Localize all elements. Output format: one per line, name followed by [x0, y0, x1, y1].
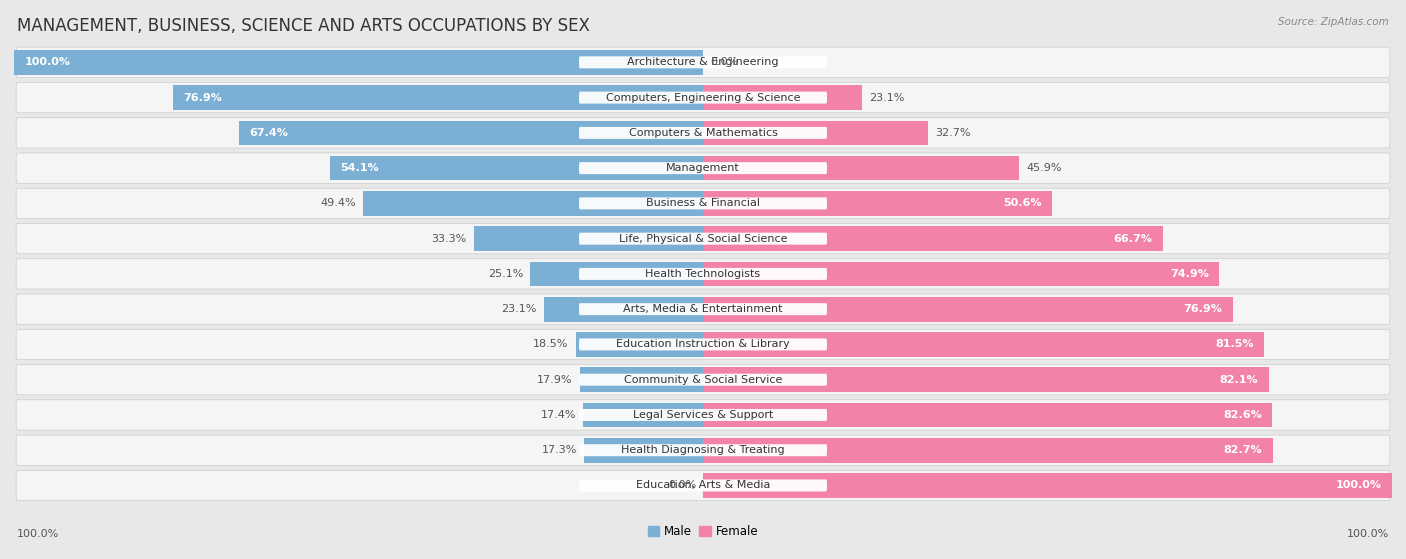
FancyBboxPatch shape	[579, 127, 827, 139]
Text: Community & Social Service: Community & Social Service	[624, 375, 782, 385]
Bar	[173, 86, 703, 110]
Text: Life, Physical & Social Science: Life, Physical & Social Science	[619, 234, 787, 244]
Bar	[703, 262, 1219, 286]
Text: 100.0%: 100.0%	[17, 529, 59, 539]
FancyBboxPatch shape	[15, 470, 1391, 501]
Bar	[703, 402, 1272, 427]
FancyBboxPatch shape	[15, 82, 1391, 113]
Text: Management: Management	[666, 163, 740, 173]
Text: Legal Services & Support: Legal Services & Support	[633, 410, 773, 420]
FancyBboxPatch shape	[15, 47, 1391, 78]
Text: 76.9%: 76.9%	[1184, 304, 1222, 314]
FancyBboxPatch shape	[579, 338, 827, 350]
Bar	[703, 121, 928, 145]
Text: 100.0%: 100.0%	[24, 58, 70, 67]
FancyBboxPatch shape	[15, 188, 1391, 219]
Text: 23.1%: 23.1%	[869, 93, 904, 103]
Bar	[703, 226, 1163, 251]
Bar	[363, 191, 703, 216]
Text: Architecture & Engineering: Architecture & Engineering	[627, 58, 779, 67]
FancyBboxPatch shape	[579, 444, 827, 456]
Text: 23.1%: 23.1%	[502, 304, 537, 314]
FancyBboxPatch shape	[579, 409, 827, 421]
Text: 32.7%: 32.7%	[935, 128, 970, 138]
FancyBboxPatch shape	[15, 435, 1391, 466]
Bar	[583, 438, 703, 462]
Bar	[583, 402, 703, 427]
Bar	[14, 50, 703, 75]
Bar	[530, 262, 703, 286]
Text: Health Technologists: Health Technologists	[645, 269, 761, 279]
Text: 67.4%: 67.4%	[249, 128, 288, 138]
FancyBboxPatch shape	[15, 400, 1391, 430]
Text: 82.1%: 82.1%	[1219, 375, 1258, 385]
Text: 50.6%: 50.6%	[1002, 198, 1042, 209]
FancyBboxPatch shape	[15, 224, 1391, 254]
FancyBboxPatch shape	[15, 294, 1391, 324]
Text: 100.0%: 100.0%	[1336, 481, 1382, 490]
Bar	[703, 297, 1233, 321]
FancyBboxPatch shape	[15, 364, 1391, 395]
Text: MANAGEMENT, BUSINESS, SCIENCE AND ARTS OCCUPATIONS BY SEX: MANAGEMENT, BUSINESS, SCIENCE AND ARTS O…	[17, 17, 589, 35]
Text: Business & Financial: Business & Financial	[645, 198, 761, 209]
Bar	[703, 332, 1264, 357]
Bar	[579, 367, 703, 392]
Bar	[239, 121, 703, 145]
FancyBboxPatch shape	[579, 374, 827, 386]
Text: 25.1%: 25.1%	[488, 269, 523, 279]
FancyBboxPatch shape	[579, 197, 827, 210]
Text: Arts, Media & Entertainment: Arts, Media & Entertainment	[623, 304, 783, 314]
Text: 76.9%: 76.9%	[184, 93, 222, 103]
FancyBboxPatch shape	[579, 480, 827, 491]
Text: Computers, Engineering & Science: Computers, Engineering & Science	[606, 93, 800, 103]
FancyBboxPatch shape	[579, 56, 827, 68]
Text: Education Instruction & Library: Education Instruction & Library	[616, 339, 790, 349]
Bar	[544, 297, 703, 321]
Text: 33.3%: 33.3%	[432, 234, 467, 244]
Text: 17.3%: 17.3%	[541, 445, 576, 455]
Bar	[575, 332, 703, 357]
FancyBboxPatch shape	[579, 303, 827, 315]
FancyBboxPatch shape	[579, 233, 827, 245]
Text: 82.7%: 82.7%	[1223, 445, 1263, 455]
Bar	[474, 226, 703, 251]
Text: 54.1%: 54.1%	[340, 163, 380, 173]
Bar	[703, 86, 862, 110]
Bar	[703, 438, 1272, 462]
Text: 45.9%: 45.9%	[1026, 163, 1062, 173]
Text: 49.4%: 49.4%	[321, 198, 356, 209]
Bar	[703, 367, 1268, 392]
Bar	[703, 473, 1392, 498]
Text: 82.6%: 82.6%	[1223, 410, 1261, 420]
FancyBboxPatch shape	[579, 92, 827, 103]
Text: 66.7%: 66.7%	[1114, 234, 1152, 244]
Text: 100.0%: 100.0%	[1347, 529, 1389, 539]
FancyBboxPatch shape	[579, 268, 827, 280]
Legend: Male, Female: Male, Female	[643, 520, 763, 543]
FancyBboxPatch shape	[579, 162, 827, 174]
Text: Source: ZipAtlas.com: Source: ZipAtlas.com	[1278, 17, 1389, 27]
Text: Health Diagnosing & Treating: Health Diagnosing & Treating	[621, 445, 785, 455]
Bar	[330, 156, 703, 181]
FancyBboxPatch shape	[15, 118, 1391, 148]
Bar	[703, 156, 1019, 181]
Text: 17.4%: 17.4%	[541, 410, 576, 420]
FancyBboxPatch shape	[15, 153, 1391, 183]
Text: 0.0%: 0.0%	[668, 481, 696, 490]
FancyBboxPatch shape	[15, 259, 1391, 289]
Text: 0.0%: 0.0%	[710, 58, 738, 67]
Text: 74.9%: 74.9%	[1170, 269, 1209, 279]
Text: 18.5%: 18.5%	[533, 339, 568, 349]
FancyBboxPatch shape	[15, 329, 1391, 359]
Text: 81.5%: 81.5%	[1216, 339, 1254, 349]
Text: Computers & Mathematics: Computers & Mathematics	[628, 128, 778, 138]
Text: 17.9%: 17.9%	[537, 375, 572, 385]
Bar	[703, 191, 1052, 216]
Text: Education, Arts & Media: Education, Arts & Media	[636, 481, 770, 490]
